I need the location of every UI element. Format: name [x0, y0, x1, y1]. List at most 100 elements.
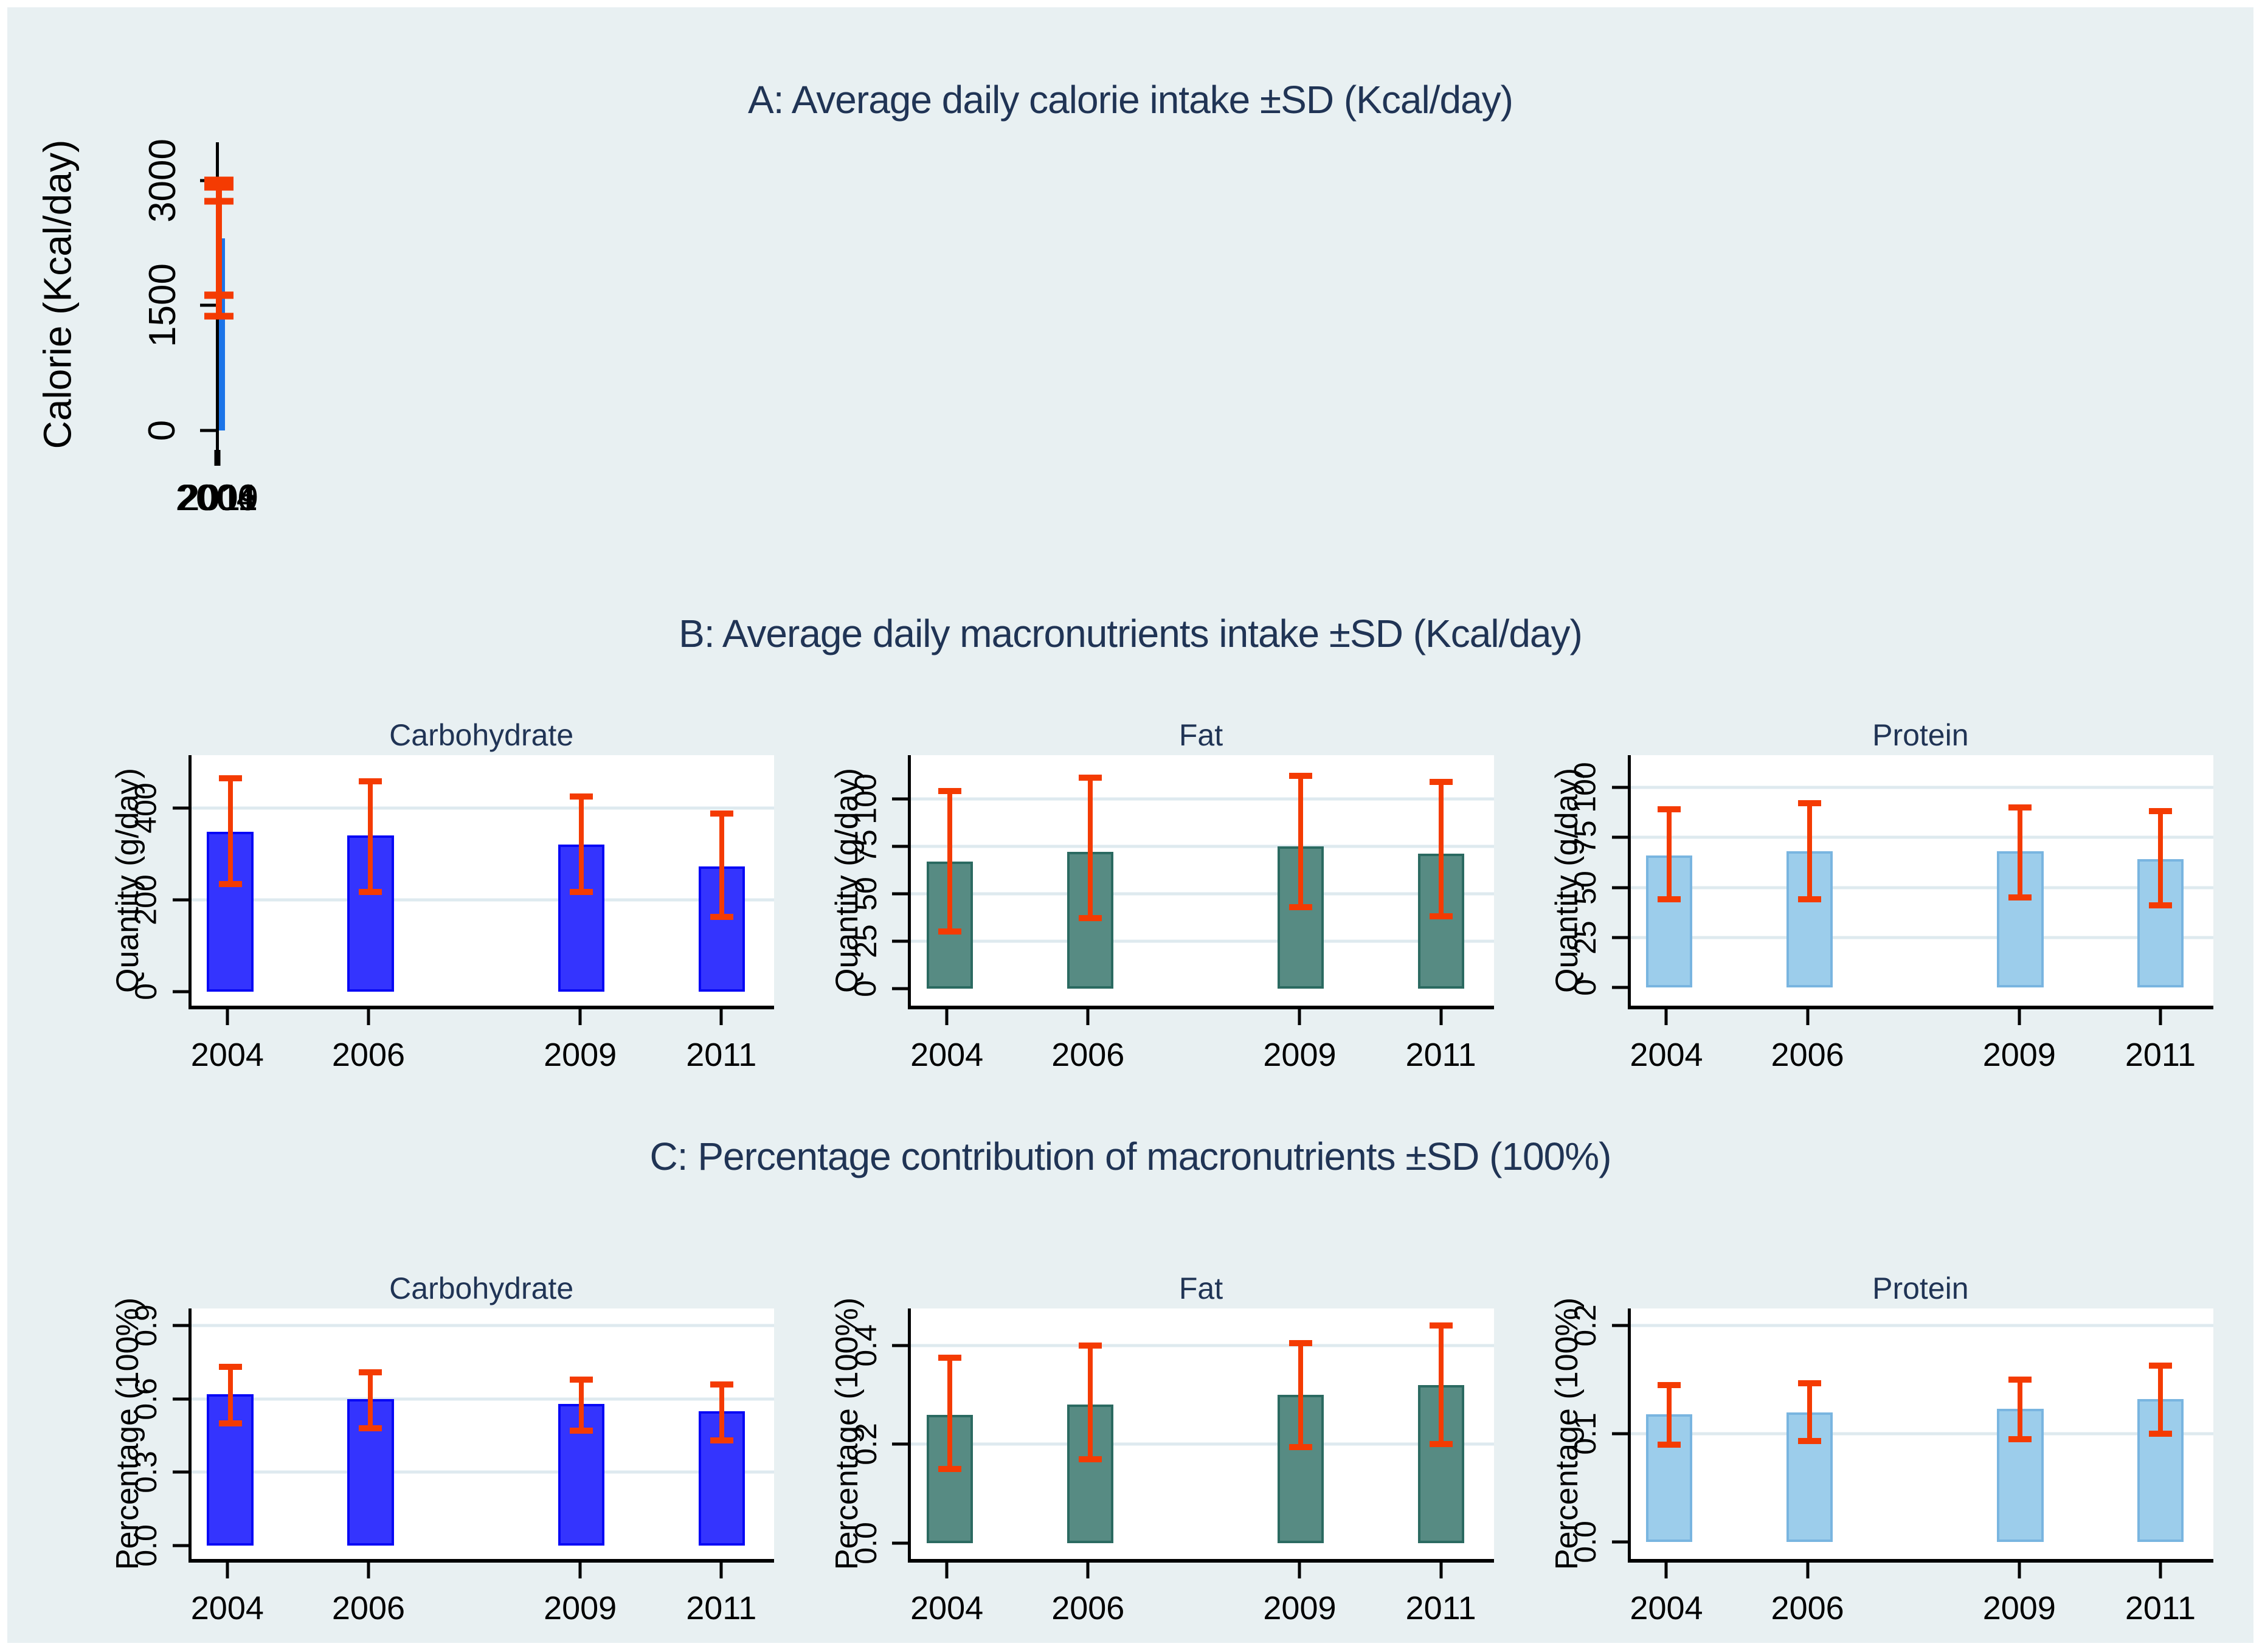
error-bar-2006 — [1807, 803, 1813, 900]
bar-2011 — [219, 261, 225, 430]
chart-quantity-protein: Quantity (g/day) 0 25 50 75 100 Protein 2004 200… — [1549, 720, 2213, 1088]
error-cap-top-2011 — [710, 810, 733, 817]
y-axis-ticks: 0 25 50 75 100 — [1568, 720, 1628, 1006]
bar-2004 — [1646, 855, 1693, 988]
error-cap-top-2006 — [1078, 775, 1102, 781]
error-cap-bottom-2004 — [1658, 1441, 1681, 1448]
y-tick-label-text: 0.2 — [1568, 1304, 1602, 1347]
error-bar-2011 — [719, 1384, 724, 1441]
error-cap-bottom-2006 — [1078, 915, 1102, 922]
y-tick-mark — [173, 990, 188, 994]
gridline — [911, 797, 1494, 801]
gridline — [1630, 786, 2213, 789]
error-bar-2009 — [578, 797, 584, 892]
error-cap-bottom-2011 — [710, 914, 733, 921]
error-bar-2011 — [1439, 1325, 1444, 1445]
error-bar-2004 — [947, 791, 952, 932]
error-cap-bottom-2009 — [569, 1427, 593, 1434]
panel-c-chart-row: Percentage (100%) 0.0 0.3 0.6 0.9 Carbohydrat… — [7, 1273, 2253, 1642]
error-cap-top-2011 — [1430, 1322, 1453, 1329]
plot-area — [204, 142, 233, 450]
x-tick-mark — [2018, 1563, 2021, 1578]
error-bar-2004 — [227, 778, 233, 884]
x-tick-label: 2009 — [1263, 1590, 1337, 1626]
error-bar-2004 — [1667, 1385, 1672, 1445]
error-cap-top-2006 — [359, 778, 382, 785]
plot-area — [1627, 755, 2213, 1009]
x-tick-label: 2009 — [544, 1037, 617, 1073]
error-cap-bottom-2006 — [1078, 1456, 1102, 1462]
error-cap-bottom-2009 — [1289, 904, 1313, 910]
plot-area — [908, 755, 1494, 1009]
panel-a: A: Average daily calorie intake ±SD (Kca… — [7, 80, 2253, 529]
y-tick-label: 0.2 — [1561, 1204, 1610, 1447]
figure-background: A: Average daily calorie intake ±SD (Kca… — [7, 7, 2253, 1643]
error-bar-2006 — [368, 781, 373, 892]
error-cap-top-2006 — [1078, 1342, 1102, 1349]
gridline — [192, 1324, 775, 1327]
error-cap-top-2009 — [569, 793, 593, 800]
x-tick-mark — [367, 1009, 370, 1025]
y-tick-mark — [1611, 936, 1628, 939]
error-bar-2006 — [1807, 1383, 1813, 1442]
y-axis-ticks: 0.0 0.1 0.2 — [1568, 1273, 1628, 1563]
chart-quantity-fat: Quantity (g/day) 0 25 50 75 100 Fat 2004 2006 200… — [829, 720, 1494, 1088]
gridline — [911, 892, 1494, 896]
subplot-title: Carbohydrate — [389, 1271, 574, 1305]
error-bar-2011 — [1439, 781, 1444, 917]
y-tick-label-text: 0.9 — [128, 1304, 163, 1347]
x-tick-mark — [578, 1563, 582, 1578]
x-tick-mark — [578, 1009, 582, 1025]
error-bar-2004 — [947, 1358, 952, 1470]
error-cap-top-2009 — [2008, 804, 2032, 810]
x-tick-label: 2011 — [179, 477, 258, 518]
error-bar-2009 — [2018, 1380, 2023, 1439]
error-cap-bottom-2006 — [1798, 896, 1822, 903]
error-cap-top-2006 — [1798, 1380, 1822, 1386]
y-tick-mark — [173, 1324, 188, 1327]
error-cap-top-2004 — [938, 1355, 961, 1361]
error-cap-top-2004 — [218, 1364, 242, 1370]
y-tick-mark — [892, 892, 908, 896]
gridline — [911, 939, 1494, 943]
gridline — [1630, 1432, 2213, 1436]
error-cap-bottom-2006 — [359, 1425, 382, 1431]
x-tick-mark — [1439, 1563, 1443, 1578]
x-tick-mark — [1664, 1563, 1668, 1578]
y-tick-mark — [200, 303, 216, 307]
y-axis-title-column: Calorie (Kcal/day) — [7, 140, 108, 449]
x-tick-label: 2009 — [544, 1590, 617, 1626]
x-tick-mark — [1806, 1009, 1810, 1025]
error-cap-bottom-2004 — [1658, 896, 1681, 903]
gridline — [1630, 936, 2213, 939]
y-tick-mark — [1611, 786, 1628, 789]
y-tick-label: 3000 — [134, 59, 192, 302]
x-tick-mark — [1439, 1009, 1443, 1025]
error-cap-bottom-2011 — [1430, 913, 1453, 920]
x-tick-label: 2004 — [910, 1037, 984, 1073]
error-bar-2011 — [2158, 811, 2163, 906]
gridline — [1630, 1324, 2213, 1327]
x-tick-label: 2009 — [1263, 1037, 1337, 1073]
y-tick-label-text: 100 — [848, 773, 883, 824]
x-tick-label: 2006 — [1051, 1590, 1125, 1626]
gridline — [1630, 886, 2213, 890]
x-tick-label: 2011 — [2125, 1037, 2196, 1073]
error-bar-2006 — [368, 1372, 373, 1428]
error-bar-2011 — [719, 814, 724, 918]
gridline — [192, 1470, 775, 1474]
x-axis: 2004 2006 2009 2011 — [908, 1009, 1493, 1088]
error-cap-top-2004 — [218, 775, 242, 781]
error-cap-bottom-2009 — [2008, 894, 2032, 901]
x-tick-label: 2004 — [190, 1590, 264, 1626]
x-tick-label: 2006 — [331, 1590, 406, 1626]
x-tick-label: 2006 — [331, 1037, 406, 1073]
error-cap-top-2004 — [1658, 1382, 1681, 1389]
x-tick-mark — [2159, 1009, 2162, 1025]
error-cap-top-2011 — [1430, 778, 1453, 785]
y-tick-mark — [1611, 1540, 1628, 1544]
error-cap-top-2006 — [1798, 800, 1822, 807]
x-tick-label: 2011 — [686, 1037, 757, 1073]
y-tick-mark — [1611, 835, 1628, 839]
y-tick-mark — [173, 1470, 188, 1474]
